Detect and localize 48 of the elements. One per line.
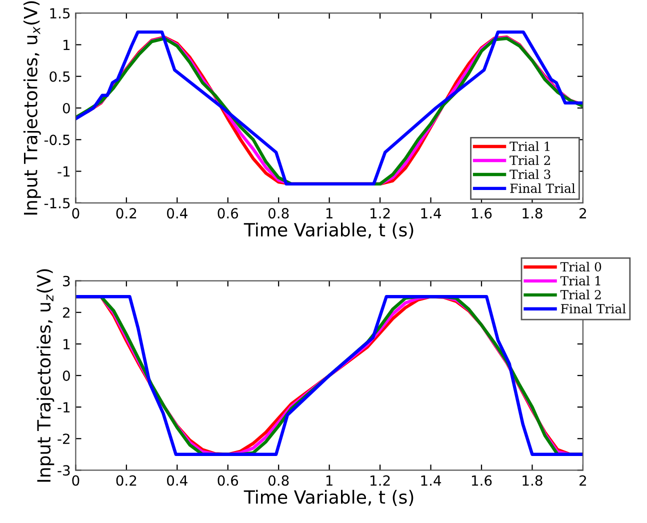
legend-label: Trial 0 <box>560 262 602 272</box>
x-tick-label: 1.6 <box>472 208 492 219</box>
x-tick-label: 0.6 <box>218 208 238 219</box>
x-tick-label: 0.2 <box>116 208 136 219</box>
x-tick-label: 0.6 <box>218 475 238 486</box>
x-tick-label: 2 <box>580 475 586 486</box>
x-tick-label: 0.4 <box>167 475 188 486</box>
y-tick-label: 3 <box>63 276 70 286</box>
y-tick-label: -3 <box>58 465 70 476</box>
x-tick-label: 1 <box>326 208 332 218</box>
x-axis-title: Time Variable, t (s) <box>244 490 414 506</box>
legend-label: Trial 2 <box>560 290 601 300</box>
legend-label: Trial 1 <box>510 141 550 152</box>
x-tick-label: 1.8 <box>522 208 542 219</box>
y-tick-label: 0.5 <box>50 71 70 82</box>
y-tick-label: -0.5 <box>44 134 70 146</box>
legend-label: Trial 2 <box>510 155 550 166</box>
x-tick-label: 0.4 <box>167 208 188 219</box>
x-tick-label: 1.2 <box>370 208 390 218</box>
x-tick-label: 1 <box>326 475 332 486</box>
x-tick-label: 1.6 <box>472 475 492 486</box>
x-tick-label: 1.2 <box>370 475 390 486</box>
x-tick-label: 0.2 <box>116 475 136 486</box>
y-axis-title: Input Trajectories, u$_{x}$(V) <box>23 1 41 215</box>
y-tick-label: 1.5 <box>50 8 70 19</box>
y-tick-label: -1 <box>58 166 70 177</box>
x-tick-label: 1.4 <box>421 475 442 486</box>
x-tick-label: 2 <box>580 208 586 218</box>
legend-label: Trial 3 <box>510 169 550 180</box>
y-tick-label: 1 <box>64 339 70 350</box>
legend-label: Final Trial <box>510 183 576 193</box>
x-tick-label: 0.8 <box>268 475 289 486</box>
legend-label: Final Trial <box>560 304 626 314</box>
y-tick-label: 2 <box>63 307 70 318</box>
x-axis-title: Time Variable, t (s) <box>244 222 414 239</box>
legend-label: Trial 1 <box>560 276 600 286</box>
y-tick-label: -2 <box>58 434 70 444</box>
y-tick-label: -1.5 <box>44 198 70 208</box>
y-tick-label: 1 <box>64 40 70 50</box>
x-tick-label: 0.8 <box>268 208 289 219</box>
y-tick-label: 0 <box>62 370 70 381</box>
y-tick-label: 0 <box>62 102 70 114</box>
x-tick-label: 1.8 <box>522 475 542 486</box>
x-tick-label: 0 <box>72 475 80 486</box>
x-tick-label: 0 <box>72 208 80 219</box>
y-axis-title: Input Trajectories, u$_{z}$(V) <box>36 269 54 482</box>
x-tick-label: 1.4 <box>421 208 442 218</box>
y-tick-label: -1 <box>58 402 70 412</box>
